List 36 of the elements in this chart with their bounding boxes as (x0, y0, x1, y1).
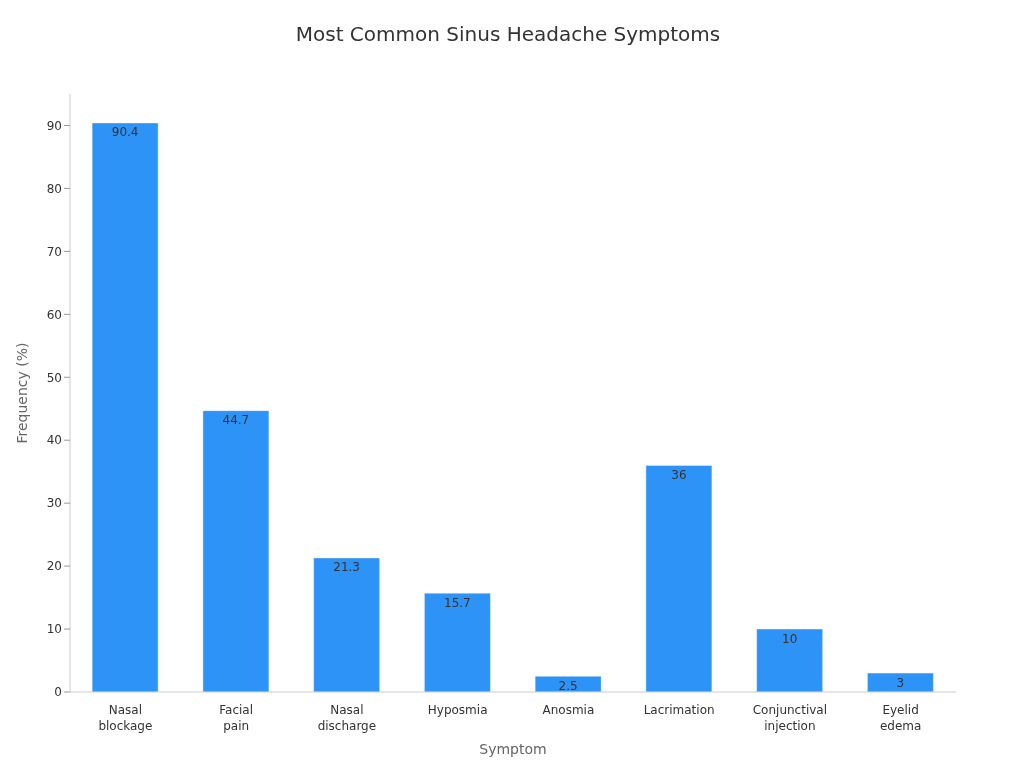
bar (313, 557, 381, 692)
y-tick-label: 10 (46, 622, 62, 637)
chart-title: Most Common Sinus Headache Symptoms (294, 21, 722, 48)
bar (423, 592, 491, 692)
data-label: 36 (671, 467, 687, 482)
data-label: 44.7 (222, 413, 250, 428)
y-tick-label: 80 (46, 181, 62, 196)
data-label: 2.5 (558, 678, 578, 693)
x-tick-label: Hyposmia (427, 703, 488, 717)
bar (202, 410, 270, 692)
bar (645, 464, 713, 692)
y-tick-label: 30 (46, 496, 62, 511)
bar (866, 672, 934, 692)
data-label: 10 (782, 631, 798, 646)
data-label: 15.7 (444, 595, 471, 610)
x-tick-label: Eyelid edema (879, 703, 922, 733)
y-tick-label: 60 (46, 307, 62, 322)
data-label: 90.4 (111, 125, 139, 140)
y-tick-label: 70 (46, 244, 62, 259)
x-tick-label: Conjunctival injection (752, 703, 828, 733)
y-tick-label: 20 (46, 559, 62, 574)
x-tick-label: Anosmia (542, 703, 595, 717)
y-tick-label: 0 (54, 685, 62, 700)
x-tick-label: Facial pain (219, 703, 254, 733)
y-tick-label: 50 (46, 370, 62, 385)
y-axis-title: Frequency (%) (13, 342, 30, 444)
data-label: 3 (896, 675, 905, 690)
x-tick-label: Nasal blockage (98, 703, 153, 733)
x-tick-label: Lacrimation (643, 703, 715, 717)
x-axis-title: Symptom (479, 741, 547, 757)
y-tick-label: 90 (46, 118, 62, 133)
y-tick-label: 40 (46, 433, 62, 448)
x-tick-label: Nasal discharge (317, 703, 377, 733)
bar (91, 122, 159, 692)
bar (756, 628, 824, 692)
data-label: 21.3 (333, 560, 361, 575)
